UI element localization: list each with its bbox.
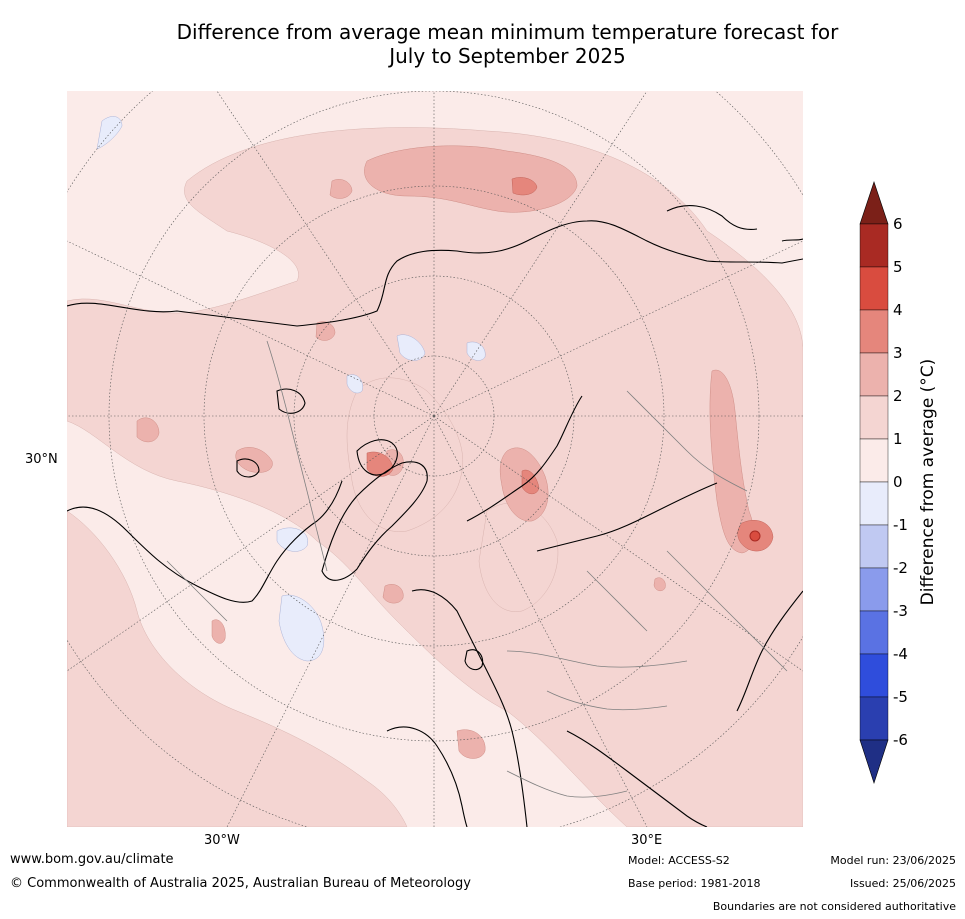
colorbar-tick-label: 1 [893,430,903,448]
colorbar-band [859,266,889,311]
colorbar-tick-label: -2 [893,559,908,577]
forecast-map [67,91,803,827]
colorbar-band [859,309,889,354]
website-link[interactable]: www.bom.gov.au/climate [10,852,174,867]
anomaly-1-2-regions [67,127,803,827]
colorbar [859,181,889,784]
anomaly-neg-0-1-regions [96,116,486,662]
colorbar-tick-label: 2 [893,387,903,405]
colorbar-band [859,524,889,569]
lat-label-30n: 30°N [25,452,58,467]
title-line-2: July to September 2025 [389,44,626,68]
lon-label-30e: 30°E [631,833,663,848]
title-line-1: Difference from average mean minimum tem… [176,20,839,44]
colorbar-tick-label: -4 [893,645,908,663]
colorbar-band [859,352,889,397]
copyright: © Commonwealth of Australia 2025, Austra… [10,876,471,891]
colorbar-band [859,610,889,655]
colorbar-tick-label: -5 [893,688,908,706]
disclaimer: Boundaries are not considered authoritat… [712,900,956,913]
colorbar-tick-label: 5 [893,258,903,276]
colorbar-label: Difference from average (°C) [918,358,938,606]
colorbar-over-arrow [859,181,889,225]
colorbar-band [859,653,889,698]
colorbar-tick-label: -1 [893,516,908,534]
anomaly-3-4-regions [366,177,774,552]
issued-date: Issued: 25/06/2025 [849,877,956,890]
colorbar-band [859,438,889,483]
chart-title: Difference from average mean minimum tem… [0,20,965,68]
colorbar-tick-label: 4 [893,301,903,319]
colorbar-tick-label: 0 [893,473,903,491]
colorbar-tick-label: 6 [893,215,903,233]
colorbar-band [859,395,889,440]
coastlines [67,205,803,827]
colorbar-band [859,223,889,268]
model-name: Model: ACCESS-S2 [628,854,730,867]
country-borders [166,340,788,798]
base-period: Base period: 1981-2018 [628,877,761,890]
colorbar-tick-label: 3 [893,344,903,362]
colorbar-under-arrow [859,739,889,784]
anomaly-2-3-regions [136,145,754,759]
lon-label-30w: 30°W [204,833,240,848]
colorbar-band [859,567,889,612]
colorbar-band [859,696,889,741]
anomaly-peak-marker [749,530,761,542]
graticule [67,91,803,827]
model-run-date: Model run: 23/06/2025 [830,854,956,867]
colorbar-tick-label: -3 [893,602,908,620]
colorbar-tick-label: -6 [893,731,908,749]
colorbar-band [859,481,889,526]
